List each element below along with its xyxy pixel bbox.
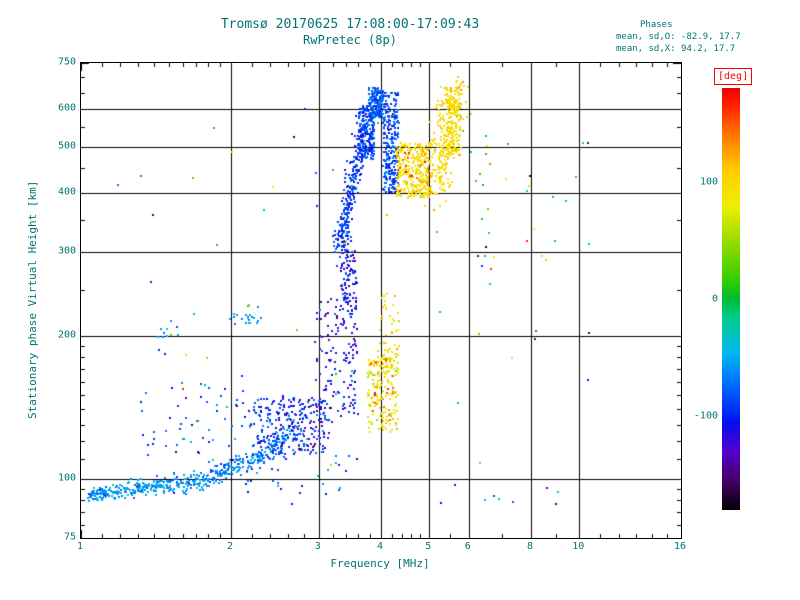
x-tick-label: 4 [376, 541, 384, 552]
y-tick-label: 400 [57, 186, 76, 198]
plot-canvas [81, 63, 681, 538]
phases-summary: Phases mean, sd,O: -82.9, 17.7 mean, sd,… [616, 19, 786, 55]
colorbar-gradient [722, 88, 740, 510]
x-tick-label: 2 [226, 541, 234, 552]
y-tick-label: 750 [57, 56, 76, 68]
y-tick-label: 100 [57, 472, 76, 484]
x-tick-label: 6 [464, 541, 471, 552]
colorbar-tick-label: -100 [693, 410, 718, 422]
phases-heading: Phases [640, 20, 673, 30]
x-tick-label: 8 [526, 541, 534, 552]
y-tick-label: 500 [57, 140, 76, 152]
x-axis-label: Frequency [MHz] [330, 557, 430, 570]
colorbar-unit-label: [deg] [714, 68, 753, 85]
y-tick-label: 200 [57, 329, 76, 341]
x-tick-label: 10 [572, 541, 585, 552]
x-tick-label: 3 [314, 541, 321, 552]
x-tick-label: 1 [76, 541, 84, 552]
y-tick-label: 300 [57, 245, 76, 257]
y-axis-label: Stationary phase Virtual Height [km] [26, 180, 39, 419]
y-tick-label: 75 [63, 531, 76, 543]
chart-title: Tromsø 20170625 17:08:00-17:09:43 [220, 17, 480, 32]
plot-frame [80, 62, 682, 539]
phases-x-line: mean, sd,X: 94.2, 17.7 [616, 44, 736, 55]
y-tick-label: 600 [57, 102, 76, 114]
phases-o-line: mean, sd,O: -82.9, 17.7 [616, 32, 741, 43]
x-tick-label: 5 [425, 541, 432, 552]
colorbar-tick-label: 100 [699, 176, 718, 188]
colorbar-tick-label: 0 [711, 293, 718, 305]
x-tick-label: 16 [673, 541, 687, 552]
chart-subtitle: RwPretec (8p) [303, 33, 397, 47]
